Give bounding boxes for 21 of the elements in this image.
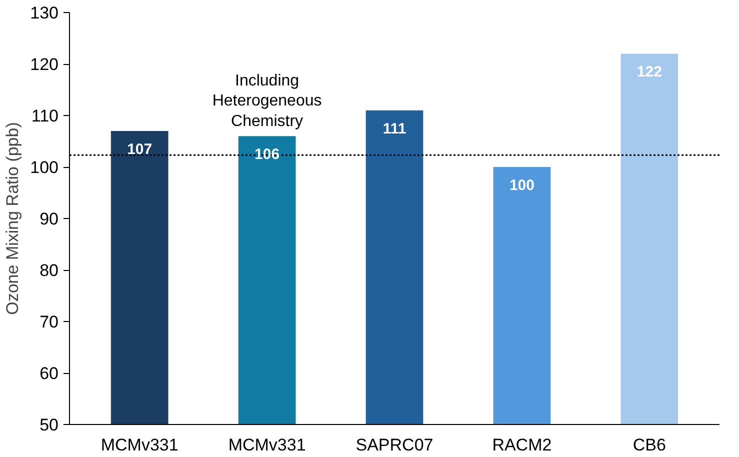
x-tick-label: MCMv331 — [100, 436, 178, 454]
data-label: 122 — [636, 64, 662, 81]
x-tick-label: MCMv331 — [228, 436, 306, 454]
x-tick-label: RACM2 — [492, 436, 552, 454]
data-label: 100 — [509, 177, 534, 194]
y-axis-title: Ozone Mixing Ratio (ppb) — [3, 122, 22, 315]
y-tick-label: 70 — [40, 312, 59, 332]
x-tick-label: CB6 — [632, 436, 666, 454]
y-tick-label: 100 — [30, 158, 59, 177]
data-label: 111 — [382, 120, 406, 138]
annotation: Including Heterogeneous Chemistry — [212, 72, 322, 130]
x-tick-label: SAPRC07 — [356, 436, 434, 454]
y-tick-label: 90 — [40, 210, 59, 228]
y-tick-label: 130 — [30, 4, 59, 22]
y-tick-label: 80 — [40, 261, 59, 280]
y-tick-label: 120 — [30, 55, 59, 74]
y-tick-label: 50 — [40, 416, 59, 434]
data-label: 106 — [254, 146, 280, 164]
y-tick-label: 110 — [31, 106, 59, 126]
y-tick-label: 60 — [40, 364, 59, 383]
data-label: 107 — [127, 140, 152, 158]
